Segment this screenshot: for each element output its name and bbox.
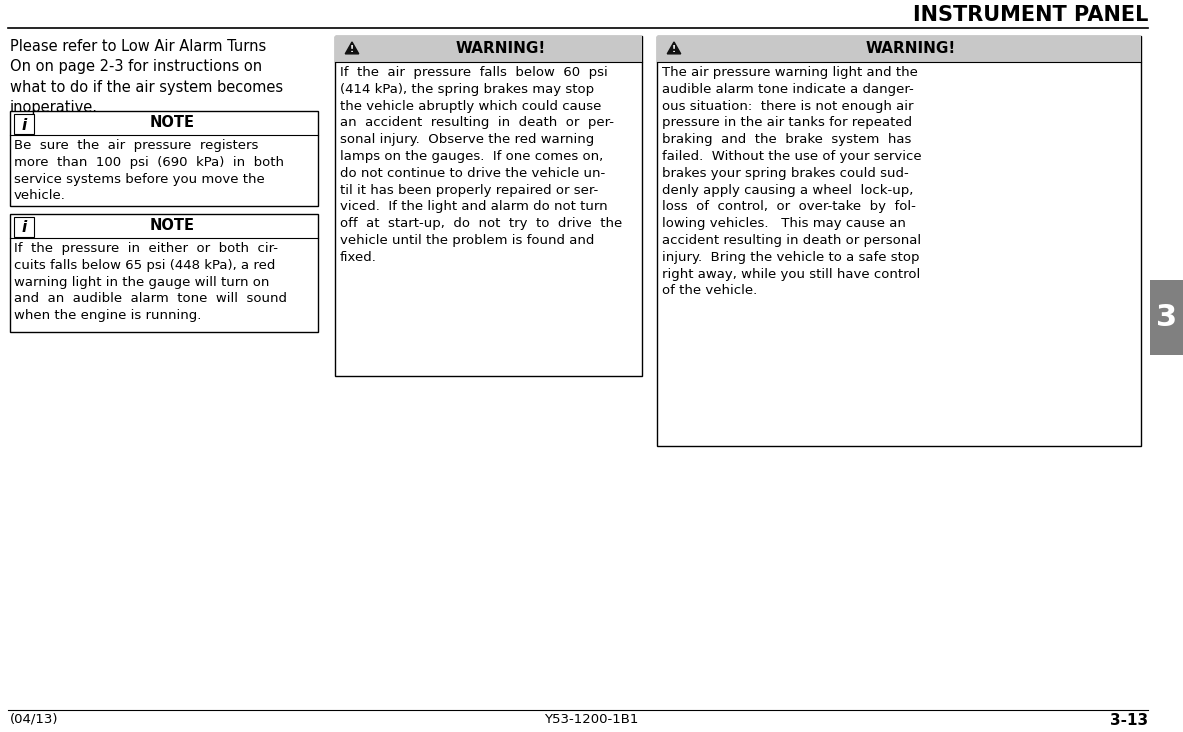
Text: Be  sure  the  air  pressure  registers
more  than  100  psi  (690  kPa)  in  bo: Be sure the air pressure registers more … — [14, 139, 284, 203]
Text: 3-13: 3-13 — [1110, 713, 1148, 728]
FancyBboxPatch shape — [9, 214, 318, 332]
FancyBboxPatch shape — [657, 36, 1140, 62]
Text: !: ! — [672, 45, 675, 54]
Text: WARNING!: WARNING! — [455, 41, 545, 56]
Text: i: i — [21, 220, 27, 236]
Text: NOTE: NOTE — [149, 115, 194, 130]
Text: 3: 3 — [1156, 303, 1177, 332]
FancyBboxPatch shape — [14, 114, 34, 134]
FancyBboxPatch shape — [14, 217, 34, 237]
Polygon shape — [667, 42, 680, 54]
FancyBboxPatch shape — [335, 36, 642, 62]
Text: Please refer to Low Air Alarm Turns
On on page 2-3 for instructions on
what to d: Please refer to Low Air Alarm Turns On o… — [9, 39, 283, 115]
FancyBboxPatch shape — [9, 111, 318, 206]
Polygon shape — [345, 42, 358, 54]
Text: WARNING!: WARNING! — [866, 41, 956, 56]
Text: INSTRUMENT PANEL: INSTRUMENT PANEL — [912, 5, 1148, 25]
FancyBboxPatch shape — [657, 36, 1140, 446]
FancyBboxPatch shape — [335, 36, 642, 376]
Text: i: i — [21, 118, 27, 132]
Text: If  the  air  pressure  falls  below  60  psi
(414 kPa), the spring brakes may s: If the air pressure falls below 60 psi (… — [340, 66, 622, 264]
Text: !: ! — [350, 45, 354, 54]
Text: NOTE: NOTE — [149, 218, 194, 233]
Text: If  the  pressure  in  either  or  both  cir-
cuits falls below 65 psi (448 kPa): If the pressure in either or both cir- c… — [14, 242, 287, 322]
Text: The air pressure warning light and the
audible alarm tone indicate a danger-
ous: The air pressure warning light and the a… — [662, 66, 922, 297]
Text: (04/13): (04/13) — [9, 713, 58, 726]
Text: Y53-1200-1B1: Y53-1200-1B1 — [544, 713, 638, 726]
FancyBboxPatch shape — [1150, 280, 1183, 355]
